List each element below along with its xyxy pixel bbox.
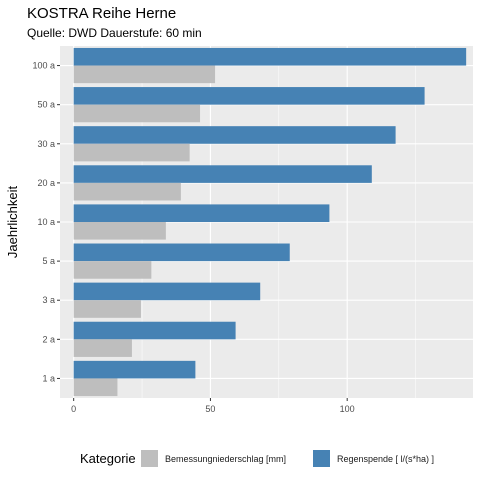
bar-regenspende-5a xyxy=(73,243,290,262)
y-tick-label: 100 a xyxy=(32,61,55,71)
x-tick-label: 0 xyxy=(71,404,76,414)
bar-regenspende-100a xyxy=(73,47,467,66)
legend-title: Kategorie xyxy=(80,451,136,466)
bar-regenspende-2a xyxy=(73,321,236,340)
chart-subtitle: Quelle: DWD Dauerstufe: 60 min xyxy=(27,26,202,40)
bar-layer xyxy=(73,47,467,397)
bar-regenspende-50a xyxy=(73,87,425,105)
bar-niederschlag-3a xyxy=(73,300,141,318)
bar-niederschlag-20a xyxy=(73,182,181,201)
y-tick-label: 5 a xyxy=(42,256,55,266)
bar-niederschlag-50a xyxy=(73,104,201,123)
x-axis: 0 50 100 xyxy=(71,398,355,414)
bar-niederschlag-100a xyxy=(73,65,216,84)
bar-niederschlag-10a xyxy=(73,222,166,240)
bar-niederschlag-2a xyxy=(73,339,132,357)
chart-title: KOSTRA Reihe Herne xyxy=(27,5,176,22)
y-tick-label: 20 a xyxy=(37,178,55,188)
y-tick-label: 10 a xyxy=(37,217,55,227)
bar-regenspende-20a xyxy=(73,165,372,183)
y-tick-label: 1 a xyxy=(42,373,55,383)
y-axis: 1 a 2 a 3 a 5 a 10 a 20 a 30 a 50 a 100 a xyxy=(32,61,60,383)
legend-key-niederschlag xyxy=(141,450,158,467)
bar-niederschlag-5a xyxy=(73,261,152,279)
bar-niederschlag-1a xyxy=(73,378,118,397)
x-tick-label: 100 xyxy=(340,404,355,414)
y-tick-label: 3 a xyxy=(42,295,55,305)
legend: Kategorie Bemessungniederschlag [mm] Reg… xyxy=(80,450,434,467)
legend-key-regenspende xyxy=(313,450,330,467)
y-tick-label: 50 a xyxy=(37,100,55,110)
bar-regenspende-3a xyxy=(73,282,261,301)
legend-label-regenspende: Regenspende [ l/(s*ha) ] xyxy=(337,454,434,464)
bar-regenspende-1a xyxy=(73,360,196,379)
bar-niederschlag-30a xyxy=(73,143,190,162)
y-axis-title: Jaehrlichkeit xyxy=(5,185,20,258)
bar-regenspende-30a xyxy=(73,126,396,144)
x-tick-label: 50 xyxy=(205,404,215,414)
legend-label-niederschlag: Bemessungniederschlag [mm] xyxy=(165,454,286,464)
y-tick-label: 2 a xyxy=(42,334,55,344)
y-tick-label: 30 a xyxy=(37,139,55,149)
bar-regenspende-10a xyxy=(73,204,330,222)
